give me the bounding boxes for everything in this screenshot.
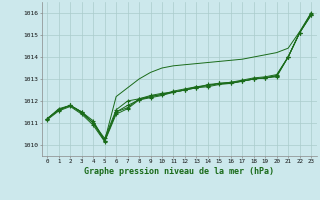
X-axis label: Graphe pression niveau de la mer (hPa): Graphe pression niveau de la mer (hPa) [84,167,274,176]
